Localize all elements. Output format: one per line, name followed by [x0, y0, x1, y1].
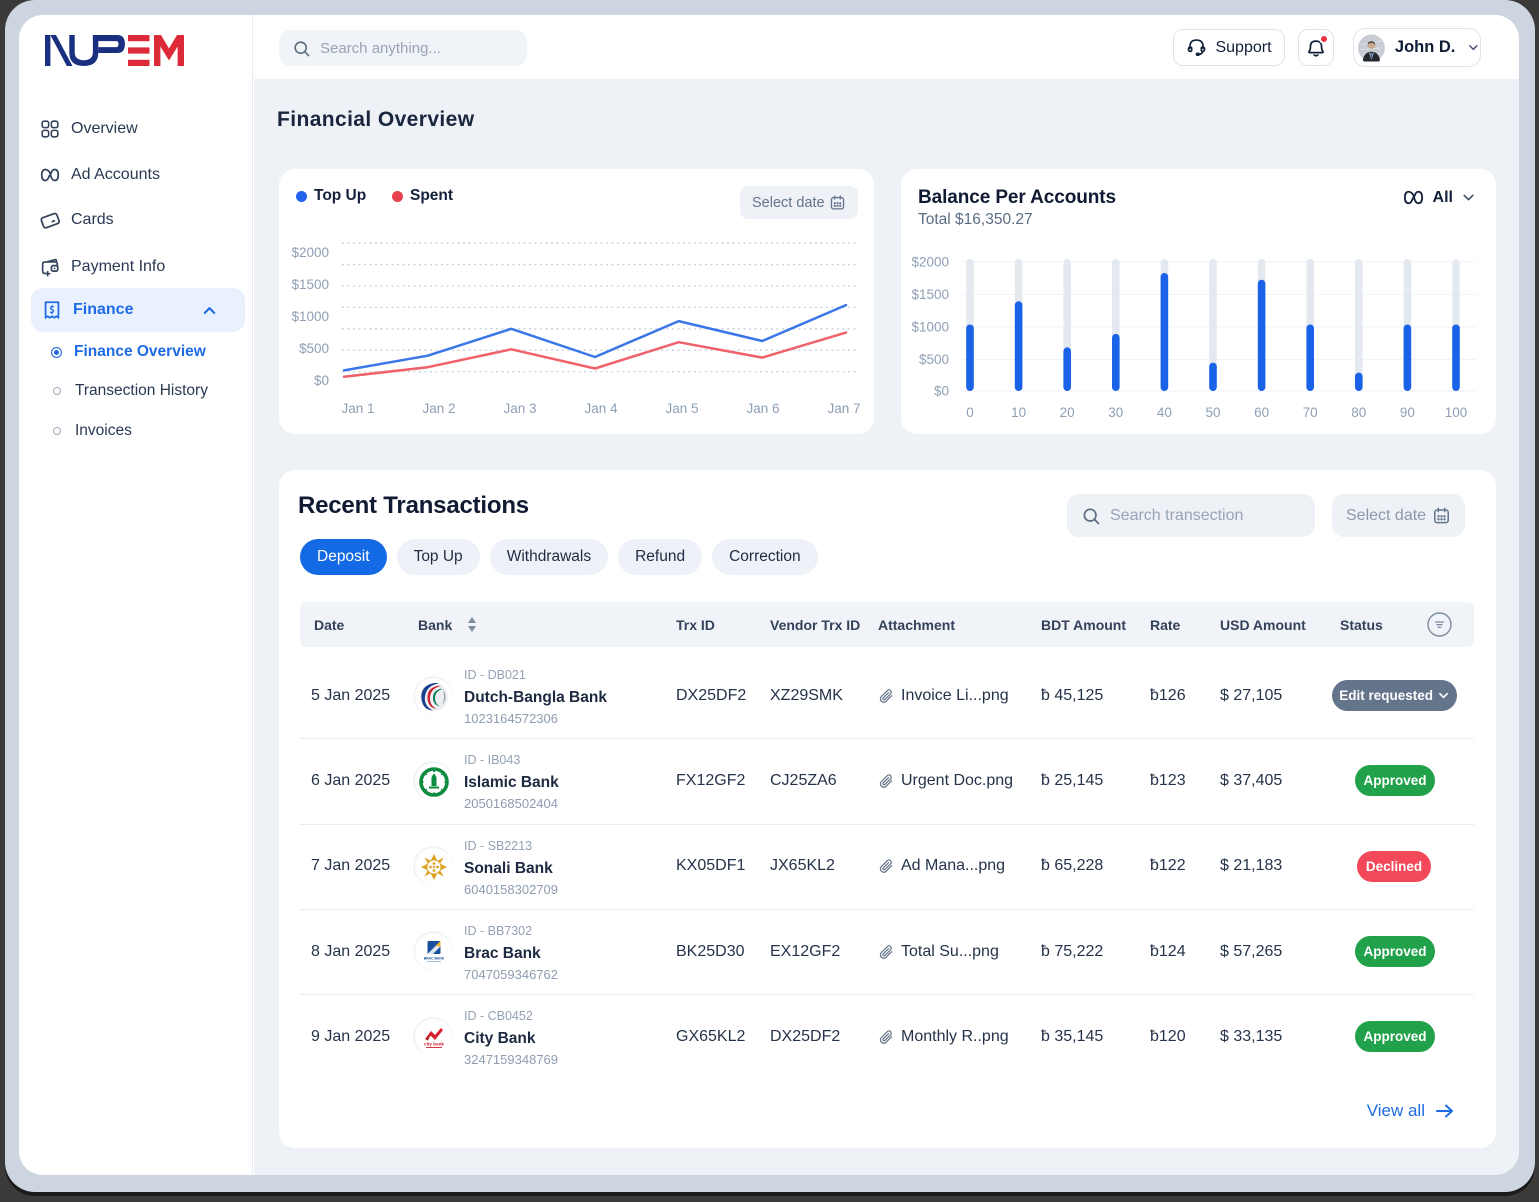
- svg-text:$2000: $2000: [291, 245, 329, 260]
- svg-text:city bank: city bank: [424, 1041, 444, 1046]
- svg-text:$1500: $1500: [291, 277, 329, 292]
- svg-text:$500: $500: [299, 341, 329, 356]
- svg-text:Jan 1: Jan 1: [341, 401, 374, 416]
- svg-text:Jan 3: Jan 3: [503, 401, 536, 416]
- svg-text:Jan 5: Jan 5: [665, 401, 698, 416]
- svg-text:90: 90: [1400, 405, 1415, 420]
- svg-text:80: 80: [1351, 405, 1366, 420]
- svg-text:70: 70: [1303, 405, 1318, 420]
- svg-text:$500: $500: [919, 352, 949, 367]
- svg-text:$1000: $1000: [911, 320, 949, 335]
- svg-text:$2000: $2000: [911, 255, 949, 270]
- svg-text:Jan 4: Jan 4: [584, 401, 618, 416]
- svg-text:Jan 6: Jan 6: [746, 401, 779, 416]
- svg-text:20: 20: [1060, 405, 1075, 420]
- svg-text:$0: $0: [314, 373, 329, 388]
- svg-text:0: 0: [966, 405, 974, 420]
- svg-text:50: 50: [1205, 405, 1220, 420]
- svg-text:$1000: $1000: [291, 309, 329, 324]
- svg-text:40: 40: [1157, 405, 1172, 420]
- svg-text:Jan 2: Jan 2: [422, 401, 455, 416]
- svg-text:BRAC BANK: BRAC BANK: [424, 957, 445, 961]
- svg-text:60: 60: [1254, 405, 1269, 420]
- svg-text:$0: $0: [934, 384, 949, 399]
- svg-text:100: 100: [1445, 405, 1468, 420]
- svg-text:$1500: $1500: [911, 287, 949, 302]
- svg-text:Jan 7: Jan 7: [827, 401, 860, 416]
- svg-text:10: 10: [1011, 405, 1026, 420]
- svg-text:30: 30: [1108, 405, 1123, 420]
